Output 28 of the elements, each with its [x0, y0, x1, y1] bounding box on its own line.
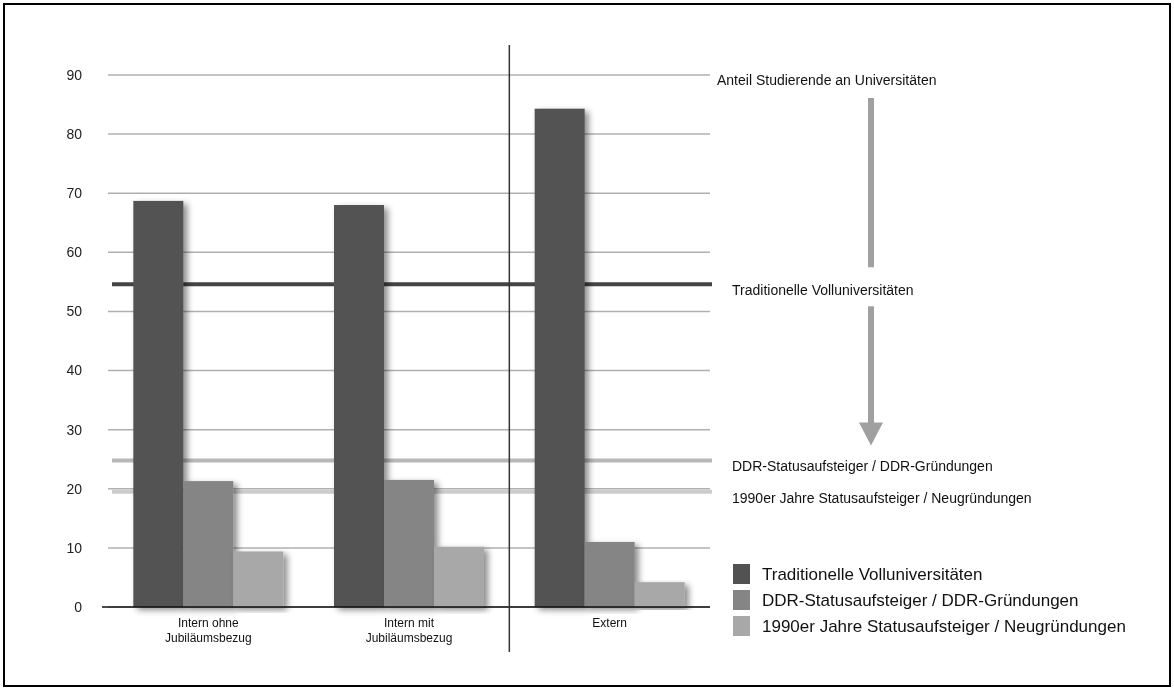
text: Anteil Studierende an Universitäten [717, 71, 937, 88]
x-tick-label: Intern ohne Jubiläumsbezug [164, 616, 252, 645]
bar [233, 551, 284, 607]
y-tick-label: 20 [66, 480, 83, 497]
ref-line-label: Traditionelle Volluniversitäten [732, 282, 914, 299]
bar [334, 205, 384, 607]
bar [384, 479, 434, 607]
bar [133, 200, 184, 607]
x-tick-label: Extern [592, 616, 628, 630]
bar [584, 541, 635, 607]
y-tick-label: 60 [66, 244, 83, 261]
ref-line-label: 1990er Jahre Statusaufsteiger / Neugründungen [732, 489, 1032, 506]
y-tick-label: 10 [66, 539, 83, 556]
bar [183, 481, 234, 607]
legend-label: 1990er Jahre Statusaufsteiger / Neugründungen [762, 616, 1126, 636]
legend-label: DDR-Statusaufsteiger / DDR-Gründungen [762, 590, 1079, 610]
x-tick-label: Intern mit Jubiläumsbezug [365, 616, 453, 645]
y-tick-label: 80 [66, 126, 83, 143]
y-tick-label: 30 [66, 421, 83, 438]
y-tick-label: 40 [66, 362, 83, 379]
y-tick-label: 90 [66, 66, 83, 83]
y-tick-label: 70 [66, 185, 83, 202]
y-tick-label: 0 [74, 598, 83, 615]
ref-line-label: DDR-Statusaufsteiger / DDR-Gründungen [732, 458, 993, 475]
bar [634, 582, 685, 607]
bar [534, 108, 585, 607]
y-tick-label: 50 [66, 303, 83, 320]
legend-label: Traditionelle Volluniversitäten [762, 564, 983, 584]
